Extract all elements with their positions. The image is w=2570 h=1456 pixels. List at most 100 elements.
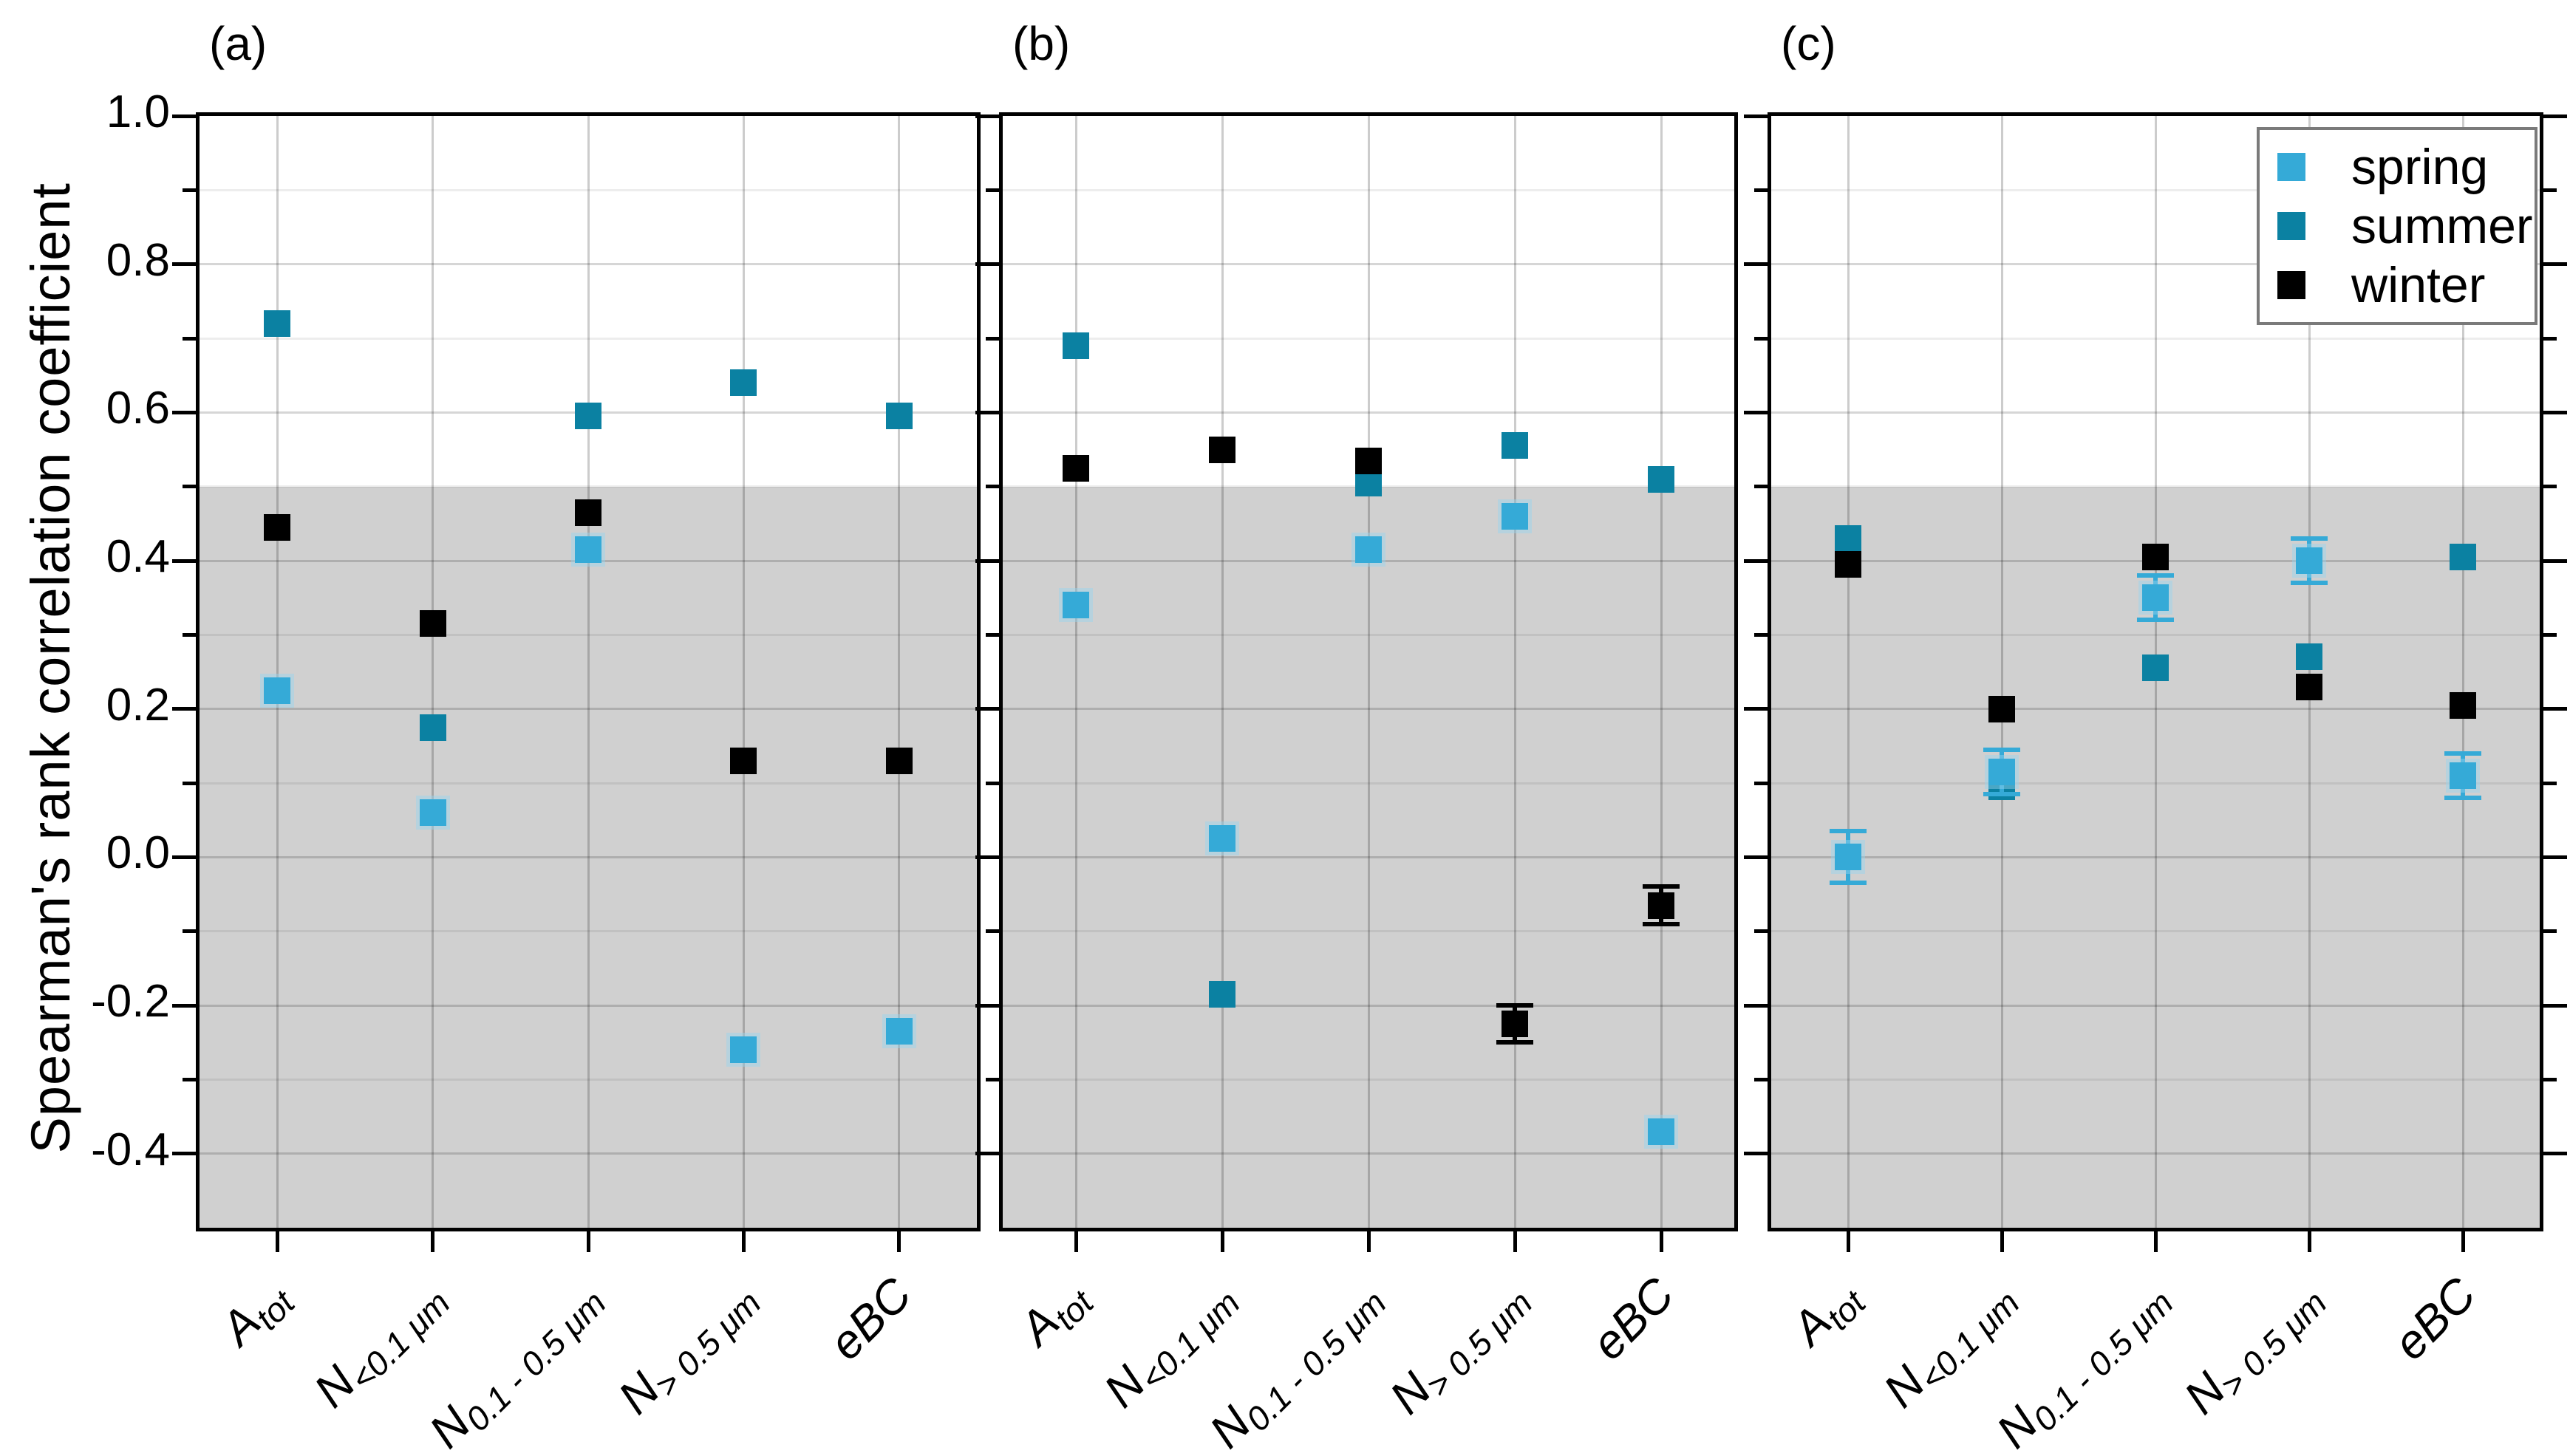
marker-winter [730,747,757,774]
x-tick [2153,1231,2158,1252]
marker-summer [1502,432,1528,459]
panel-title: (b) [1012,17,1071,70]
x-tick [897,1231,901,1252]
y-gridline-major [1003,263,1734,266]
x-tick [275,1231,279,1252]
category-gridline [1074,116,1077,1228]
x-tick [1074,1231,1078,1252]
marker-winter [575,499,601,526]
y-tick-label: -0.4 [91,1124,170,1175]
legend-item-spring: spring [2277,142,2535,192]
y-gridline-minor [1771,1078,2540,1081]
marker-summer [2142,654,2169,682]
y-tick-label: 0.2 [106,679,170,731]
y-tick-label: 0.6 [106,383,170,434]
marker-winter [2142,543,2169,570]
y-minor-tick [2543,929,2557,934]
y-gridline-minor [1003,337,1734,340]
marker-winter [2450,691,2476,719]
y-minor-tick [183,336,196,341]
category-label-subscript: > 0.5 μm [647,1283,768,1405]
y-gridline-major [1771,1152,2540,1155]
y-major-tick [975,410,999,414]
y-gridline-minor [1003,930,1734,933]
category-label: Atot [1009,1268,1101,1360]
significance-band [200,486,977,1228]
marker-spring [1502,502,1528,530]
summer-swatch-icon [2277,212,2305,240]
y-gridline-minor [1771,633,2540,636]
y-major-tick [172,262,196,267]
legend-item-summer: summer [2277,201,2535,251]
y-major-tick [975,262,999,267]
y-gridline-major [200,263,977,266]
marker-summer [575,403,601,430]
category-gridline [742,116,745,1228]
y-major-tick [172,707,196,711]
y-major-tick [2543,707,2567,711]
y-minor-tick [1754,781,1768,785]
marker-summer [1355,469,1382,496]
y-minor-tick [183,781,196,785]
y-minor-tick [986,188,999,192]
y-major-tick [2543,855,2567,859]
y-gridline-minor [200,485,977,488]
category-gridline [1847,116,1850,1228]
category-gridline [1513,116,1516,1228]
category-label-subscript: 0.1 - 0.5 μm [1238,1283,1394,1439]
marker-spring [1648,1118,1674,1145]
marker-winter [1988,695,2015,722]
x-tick [2461,1231,2465,1252]
y-gridline-minor [200,188,977,191]
marker-spring [1835,844,1861,871]
error-bar-cap [2291,581,2328,586]
category-gridline [2000,116,2003,1228]
category-gridline [587,116,590,1228]
error-bar-cap [1830,881,1867,886]
x-tick [586,1231,590,1252]
marker-winter [885,747,913,774]
y-minor-tick [2543,485,2557,489]
y-major-tick [1744,855,1768,859]
y-major-tick [1744,707,1768,711]
x-tick [1366,1231,1371,1252]
marker-winter [1648,892,1674,919]
y-minor-tick [986,632,999,637]
marker-winter [1355,447,1382,474]
category-label: N0.1 - 0.5 μm [418,1268,614,1456]
y-gridline-major [1003,411,1734,414]
category-label: N<0.1 μm [1872,1268,2027,1422]
error-bar-cap [1496,1003,1533,1008]
marker-summer [730,369,757,397]
y-major-tick [975,114,999,118]
marker-spring [2142,584,2169,612]
y-major-tick [2543,1003,2567,1008]
y-major-tick [1744,410,1768,414]
y-major-tick [172,410,196,414]
category-label-subscript: <0.1 μm [1912,1283,2027,1398]
category-label: N<0.1 μm [303,1268,457,1422]
category-gridline [2461,116,2464,1228]
y-gridline-major [1003,855,1734,858]
y-gridline-minor [1771,485,2540,488]
y-minor-tick [986,781,999,785]
marker-spring [1355,536,1382,563]
y-gridline-major [1003,708,1734,711]
y-major-tick [2543,262,2567,267]
marker-spring [2296,547,2322,574]
y-gridline-minor [1003,188,1734,191]
y-major-tick [1744,1152,1768,1156]
y-major-tick [1744,114,1768,118]
category-gridline [1367,116,1370,1228]
category-gridline [432,116,434,1228]
y-minor-tick [2543,1077,2557,1081]
panel-a [172,112,981,1252]
y-major-tick [975,1003,999,1008]
marker-winter [2296,673,2322,700]
y-gridline-major [200,855,977,858]
y-gridline-minor [1771,337,2540,340]
y-tick-label: 0.0 [106,827,170,879]
error-bar-cap [1643,884,1680,889]
marker-summer [419,714,446,741]
marker-summer [1835,524,1861,552]
